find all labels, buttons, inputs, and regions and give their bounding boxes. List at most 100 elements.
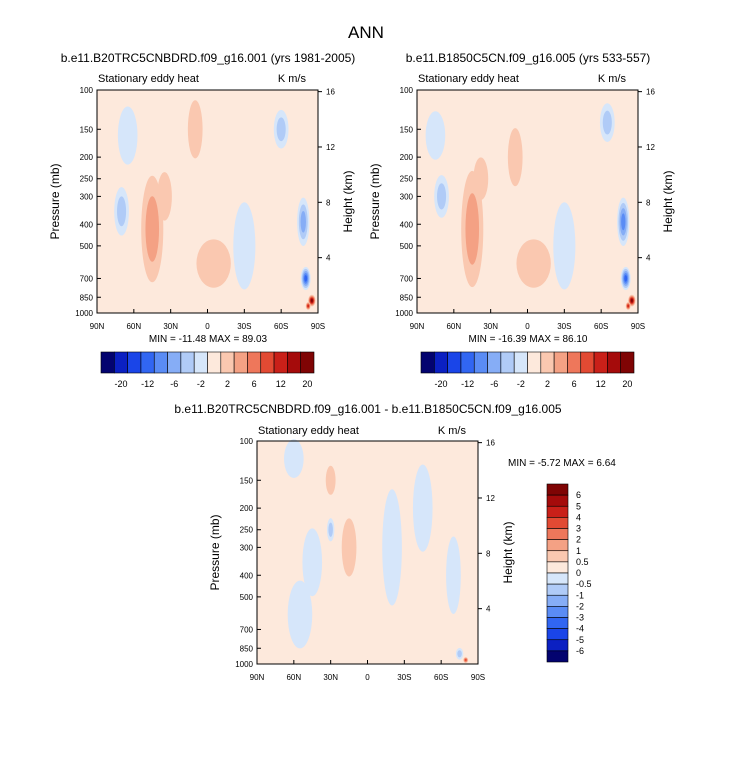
- colorbar-swatch: [546, 572, 569, 585]
- contour-region: [311, 299, 313, 302]
- y-tick-label: 700: [240, 625, 254, 634]
- y-tick-label: 250: [80, 175, 94, 184]
- y-tick-label: 500: [240, 593, 254, 602]
- contour-region: [465, 193, 480, 265]
- x-tick-label: 60S: [274, 322, 288, 331]
- y-axis-label: Pressure (mb): [368, 163, 382, 239]
- colorbar-swatch: [473, 351, 488, 374]
- colorbar-label: 2: [225, 379, 230, 389]
- colorbar-swatch: [546, 483, 569, 496]
- y-right-tick-label: 16: [646, 88, 655, 97]
- panel-title: b.e11.B20TRC5CNBDRD.f09_g16.001 (yrs 198…: [61, 51, 356, 65]
- y-tick-label: 300: [240, 543, 254, 552]
- colorbar-swatch: [500, 351, 515, 374]
- x-tick-label: 0: [205, 322, 210, 331]
- colorbar-swatch: [140, 351, 155, 374]
- y-right-tick-label: 8: [486, 549, 491, 558]
- panel-left-label: Stationary eddy heat: [98, 73, 199, 85]
- colorbar-swatch: [546, 650, 569, 663]
- x-tick-label: 60S: [434, 673, 448, 682]
- x-tick-label: 60N: [286, 673, 301, 682]
- y-tick-label: 400: [400, 220, 414, 229]
- y-tick-label: 1000: [75, 309, 93, 318]
- contour-region: [287, 580, 313, 649]
- colorbar-label: -2: [197, 379, 205, 389]
- y-right-tick-label: 16: [326, 88, 335, 97]
- colorbar-label: -6: [170, 379, 178, 389]
- y-tick-label: 400: [240, 571, 254, 580]
- colorbar-swatch: [487, 351, 502, 374]
- y-tick-label: 150: [80, 125, 94, 134]
- y-right-axis-label: Height (km): [341, 170, 355, 232]
- contour-region: [196, 239, 231, 288]
- colorbar-swatch: [193, 351, 208, 374]
- x-tick-label: 90N: [410, 322, 425, 331]
- colorbar-swatch: [580, 351, 595, 374]
- y-tick-label: 150: [400, 125, 414, 134]
- colorbar-label: -4: [576, 624, 584, 634]
- x-tick-label: 90S: [631, 322, 645, 331]
- colorbar-label: 20: [622, 379, 632, 389]
- x-tick-label: 30S: [237, 322, 251, 331]
- y-right-tick-label: 8: [646, 198, 651, 207]
- y-tick-label: 1000: [235, 660, 253, 669]
- colorbar-label: 6: [576, 490, 581, 500]
- colorbar-swatch: [546, 583, 569, 596]
- x-tick-label: 0: [365, 673, 370, 682]
- contour-region: [117, 196, 127, 227]
- contour-region: [631, 299, 633, 302]
- y-tick-label: 200: [400, 153, 414, 162]
- min-max-stats: MIN = -16.39 MAX = 86.10: [469, 334, 588, 345]
- x-tick-label: 90N: [90, 322, 105, 331]
- x-tick-label: 90N: [250, 673, 265, 682]
- panel-2: b.e11.B1850C5CN.f09_g16.005 (yrs 533-557…: [368, 51, 675, 345]
- colorbar-label: -1: [576, 590, 584, 600]
- colorbar-swatch: [247, 351, 262, 374]
- contour-region: [304, 275, 308, 282]
- colorbar-label: 6: [252, 379, 257, 389]
- colorbar-swatch: [273, 351, 288, 374]
- y-right-tick-label: 16: [486, 439, 495, 448]
- colorbar-swatch: [546, 528, 569, 540]
- colorbar-swatch: [546, 561, 569, 574]
- colorbar-label: 2: [576, 535, 581, 545]
- colorbar-swatch: [620, 351, 635, 374]
- colorbar-label: -20: [434, 379, 447, 389]
- contour-region: [621, 213, 626, 231]
- x-tick-label: 30S: [557, 322, 571, 331]
- y-right-axis-label: Height (km): [501, 521, 515, 583]
- colorbar-label: -12: [141, 379, 154, 389]
- y-right-tick-label: 4: [326, 254, 331, 263]
- min-max-stats: MIN = -5.72 MAX = 6.64: [508, 458, 616, 469]
- x-tick-label: 30N: [483, 322, 498, 331]
- min-max-stats: MIN = -11.48 MAX = 89.03: [149, 334, 268, 345]
- colorbar-2: -20 -12 -6 -2 2 6 12 20: [420, 351, 635, 389]
- y-tick-label: 100: [400, 86, 414, 95]
- colorbar-swatch: [546, 494, 569, 507]
- contour-region: [457, 650, 462, 658]
- y-tick-label: 200: [80, 153, 94, 162]
- panel-right-label: K m/s: [598, 73, 627, 85]
- colorbar-swatch: [300, 351, 315, 374]
- contour-region: [516, 239, 551, 288]
- y-tick-label: 500: [80, 242, 94, 251]
- y-right-axis-label: Height (km): [661, 170, 675, 232]
- colorbar-swatch: [167, 351, 182, 374]
- colorbar-swatch: [546, 606, 569, 618]
- x-tick-label: 90S: [311, 322, 325, 331]
- contour-region: [627, 304, 629, 308]
- y-tick-label: 500: [400, 242, 414, 251]
- y-tick-label: 200: [240, 504, 254, 513]
- colorbar-label: 3: [576, 524, 581, 534]
- colorbar-swatch: [546, 628, 569, 641]
- colorbar-swatch: [460, 351, 475, 374]
- contour-region: [341, 518, 357, 577]
- y-tick-label: 850: [240, 644, 254, 653]
- y-right-tick-label: 4: [646, 254, 651, 263]
- colorbar-swatch: [434, 351, 448, 374]
- panel-3: b.e11.B20TRC5CNBDRD.f09_g16.001 - b.e11.…: [174, 402, 616, 682]
- y-tick-label: 100: [80, 86, 94, 95]
- colorbar-swatch: [207, 351, 222, 374]
- colorbar-swatch: [546, 505, 569, 518]
